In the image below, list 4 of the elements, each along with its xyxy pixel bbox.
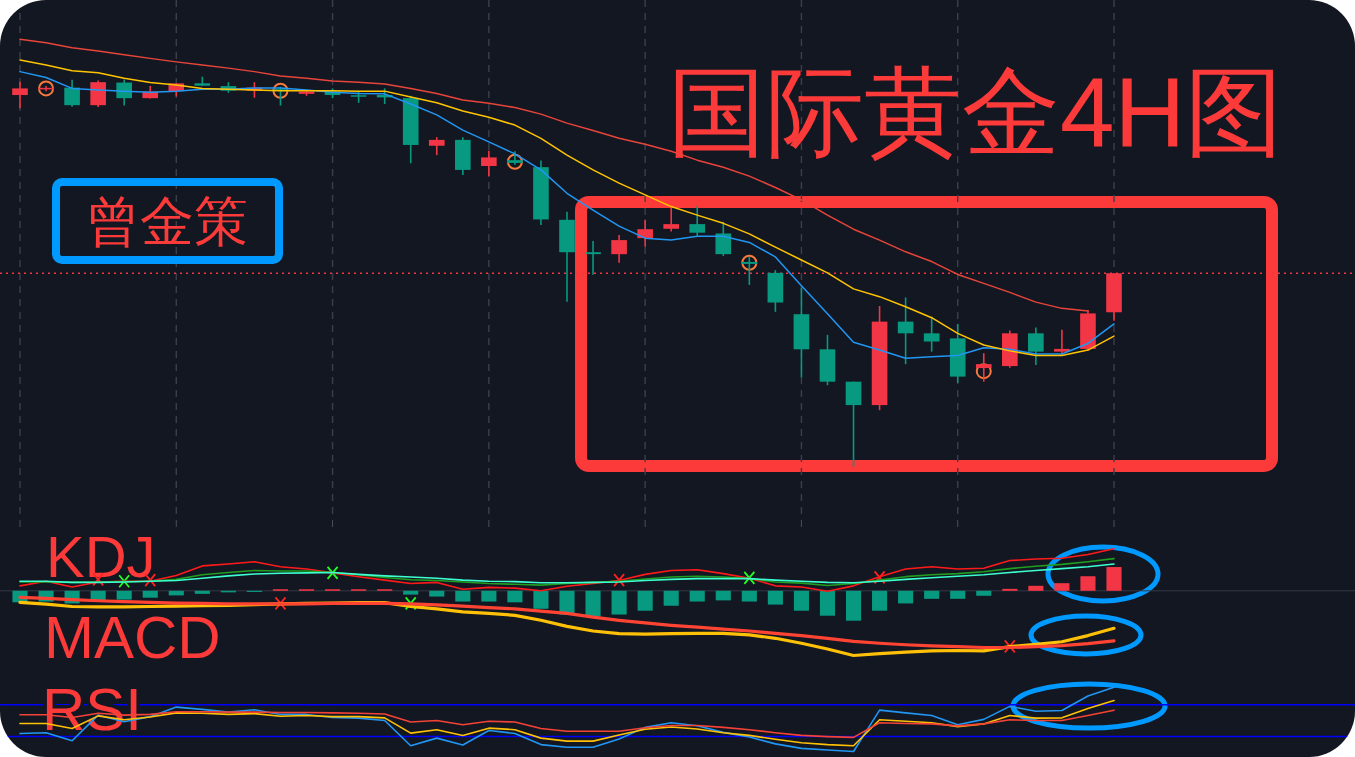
title: MACD [44,604,221,671]
title: KDJ [46,524,156,589]
title: 国际黄金4H图 [668,57,1284,167]
annotation: 曾金策 [86,191,248,251]
